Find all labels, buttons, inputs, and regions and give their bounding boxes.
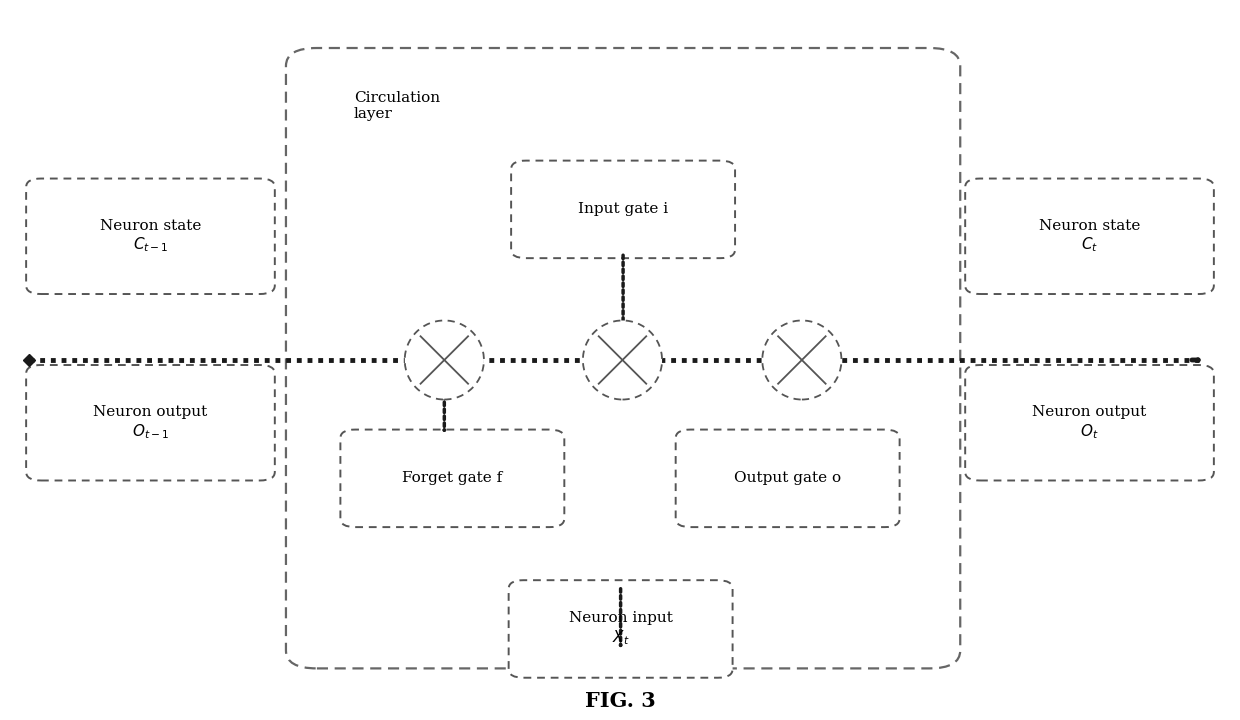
FancyBboxPatch shape <box>508 580 733 678</box>
FancyBboxPatch shape <box>676 430 899 527</box>
Text: Output gate o: Output gate o <box>734 472 841 485</box>
Ellipse shape <box>583 320 662 400</box>
FancyBboxPatch shape <box>511 161 735 258</box>
FancyBboxPatch shape <box>965 179 1214 294</box>
FancyBboxPatch shape <box>965 365 1214 480</box>
Text: Neuron state
$C_{t}$: Neuron state $C_{t}$ <box>1039 219 1141 254</box>
Text: Input gate i: Input gate i <box>578 202 668 217</box>
Ellipse shape <box>763 320 842 400</box>
Ellipse shape <box>404 320 484 400</box>
Text: FIG. 3: FIG. 3 <box>584 691 656 711</box>
FancyBboxPatch shape <box>26 365 275 480</box>
Text: Neuron input
$X_{t}$: Neuron input $X_{t}$ <box>569 611 672 647</box>
Text: Neuron state
$C_{t-1}$: Neuron state $C_{t-1}$ <box>99 219 201 254</box>
Text: Forget gate f: Forget gate f <box>402 472 502 485</box>
FancyBboxPatch shape <box>341 430 564 527</box>
Text: Circulation
layer: Circulation layer <box>353 91 440 121</box>
FancyBboxPatch shape <box>286 48 960 668</box>
Text: Neuron output
$O_{t}$: Neuron output $O_{t}$ <box>1033 405 1147 441</box>
Text: Neuron output
$O_{t-1}$: Neuron output $O_{t-1}$ <box>93 405 207 441</box>
FancyBboxPatch shape <box>26 179 275 294</box>
